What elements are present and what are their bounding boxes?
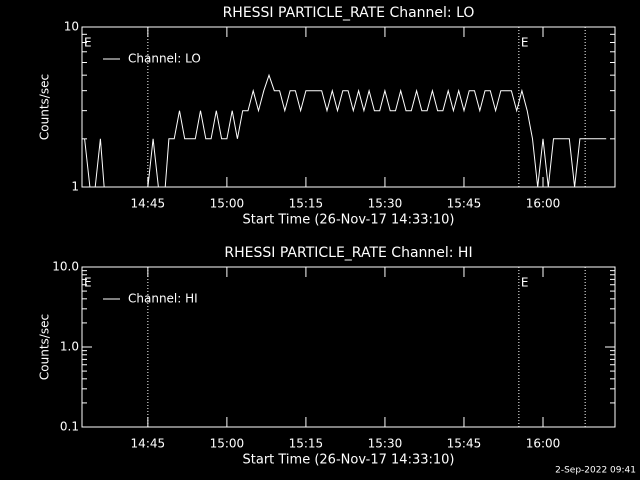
x-tick-label: 16:00 — [526, 197, 561, 211]
x-axis-label: Start Time (26-Nov-17 14:33:10) — [243, 213, 455, 228]
x-tick-label: 15:45 — [447, 437, 482, 451]
annotation: E — [84, 276, 92, 290]
y-tick-label: 0.1 — [60, 420, 79, 434]
y-tick-label: 1 — [71, 180, 79, 194]
x-tick-label: 15:15 — [289, 197, 324, 211]
y-tick-label: 1.0 — [60, 340, 79, 354]
chart-title: RHESSI PARTICLE_RATE Channel: LO — [223, 5, 475, 21]
x-axis-label: Start Time (26-Nov-17 14:33:10) — [243, 453, 455, 468]
y-tick-label: 10 — [64, 20, 79, 34]
x-tick-label: 14:45 — [131, 197, 166, 211]
x-tick-label: 15:00 — [210, 197, 245, 211]
legend-label: Channel: LO — [128, 52, 201, 66]
chart-title: RHESSI PARTICLE_RATE Channel: HI — [224, 245, 472, 261]
x-tick-label: 15:30 — [368, 197, 403, 211]
y-axis-label: Counts/sec — [38, 314, 52, 380]
legend-label: Channel: HI — [128, 292, 198, 306]
y-axis-label: Counts/sec — [38, 74, 52, 140]
x-tick-label: 14:45 — [131, 437, 166, 451]
x-tick-label: 15:00 — [210, 437, 245, 451]
annotation: E — [521, 36, 529, 50]
y-tick-label: 10.0 — [52, 260, 79, 274]
x-tick-label: 16:00 — [526, 437, 561, 451]
annotation: E — [521, 276, 529, 290]
footer: 2-Sep-2022 09:41 — [555, 466, 636, 476]
x-tick-label: 15:45 — [447, 197, 482, 211]
plot-frame — [81, 26, 616, 188]
annotation: E — [84, 36, 92, 50]
x-tick-label: 15:30 — [368, 437, 403, 451]
data-line — [84, 73, 607, 187]
x-tick-label: 15:15 — [289, 437, 324, 451]
